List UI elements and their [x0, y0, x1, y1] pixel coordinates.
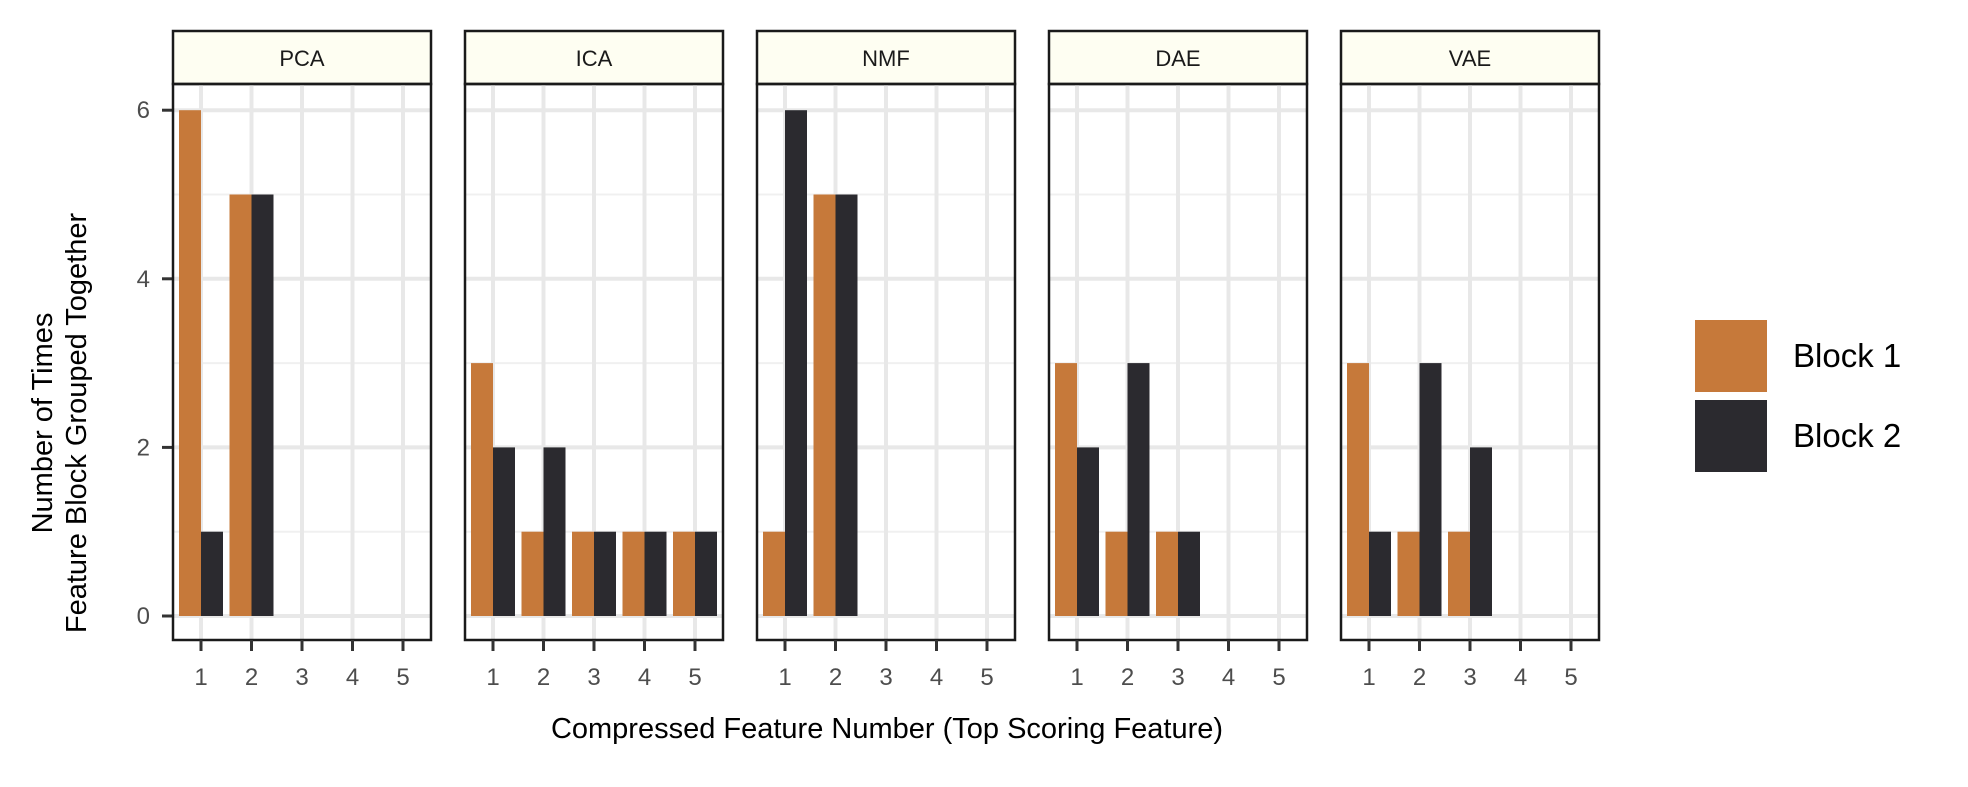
- x-tick-label-3: 3: [1463, 664, 1476, 691]
- bar-nmf-block1-1: [763, 531, 785, 616]
- facet-pca: PCA 1 2 3 4 5: [171, 29, 433, 691]
- x-tick-label-2: 2: [537, 664, 550, 691]
- bars: [1055, 363, 1200, 616]
- x-tick-label-1: 1: [1362, 664, 1375, 691]
- bars: [471, 363, 717, 616]
- x-tick-label-2: 2: [245, 664, 258, 691]
- x-tick-label-1: 1: [1070, 664, 1083, 691]
- facet-nmf: NMF 1 2 3 4 5: [755, 29, 1017, 691]
- x-tick-label-1: 1: [194, 664, 207, 691]
- x-tick-label-3: 3: [1171, 664, 1184, 691]
- x-tick-label-3: 3: [587, 664, 600, 691]
- legend-swatch-block1: [1695, 320, 1767, 392]
- x-tick-label-4: 4: [1222, 664, 1235, 691]
- bar-vae-block1-3: [1448, 531, 1470, 616]
- bar-vae-block1-1: [1347, 363, 1369, 616]
- bar-nmf-block1-2: [813, 194, 836, 616]
- x-tick-label-1: 1: [486, 664, 499, 691]
- facet-strip: [1339, 29, 1601, 86]
- legend-swatch-block2: [1695, 400, 1767, 472]
- bar-pca-block1-2: [229, 194, 252, 616]
- x-tick-label-5: 5: [1272, 664, 1285, 691]
- x-tick-label-4: 4: [638, 664, 651, 691]
- facet-title: VAE: [1449, 46, 1491, 71]
- facet-title: NMF: [862, 46, 910, 71]
- grid-lines: [173, 84, 431, 640]
- bar-dae-block2-1: [1077, 447, 1099, 616]
- bar-ica-block1-3: [572, 531, 594, 616]
- legend: Block 1 Block 2: [1695, 320, 1901, 472]
- facet-title: PCA: [279, 46, 325, 71]
- facet-vae: VAE 1 2 3 4 5: [1339, 29, 1601, 691]
- bar-ica-block2-5: [695, 531, 717, 616]
- y-tick-label-2: 2: [137, 434, 150, 461]
- x-tick-label-5: 5: [980, 664, 993, 691]
- y-tick-label-4: 4: [137, 266, 150, 293]
- bar-ica-block1-5: [673, 531, 695, 616]
- legend-label-block2: Block 2: [1793, 417, 1901, 454]
- bar-dae-block1-3: [1156, 531, 1178, 616]
- x-tick-label-4: 4: [346, 664, 359, 691]
- legend-label-block1: Block 1: [1793, 337, 1901, 374]
- bar-pca-block2-1: [201, 531, 223, 616]
- y-axis-title-group: Number of Times Feature Block Grouped To…: [27, 213, 93, 634]
- bar-dae-block1-1: [1055, 363, 1077, 616]
- bar-nmf-block2-2: [835, 194, 858, 616]
- bar-vae-block2-2: [1419, 363, 1442, 616]
- bar-vae-block2-3: [1470, 447, 1492, 616]
- facet-strip: [1047, 29, 1309, 86]
- bars: [763, 110, 858, 616]
- bar-vae-block2-1: [1369, 531, 1391, 616]
- bar-dae-block2-3: [1178, 531, 1200, 616]
- x-tick-label-2: 2: [1413, 664, 1426, 691]
- bar-vae-block1-2: [1397, 531, 1420, 616]
- bar-ica-block2-1: [493, 447, 515, 616]
- y-tick-label-6: 6: [137, 97, 150, 124]
- x-tick-label-2: 2: [829, 664, 842, 691]
- facet-strip: [171, 29, 433, 86]
- x-tick-label-5: 5: [688, 664, 701, 691]
- bars: [1347, 363, 1492, 616]
- bar-ica-block2-3: [594, 531, 616, 616]
- bar-pca-block2-2: [251, 194, 274, 616]
- y-axis-title-line-1: Number of Times: [27, 313, 59, 534]
- facet-title: DAE: [1155, 46, 1200, 71]
- x-tick-label-3: 3: [879, 664, 892, 691]
- facet-dae: DAE 1 2 3 4 5: [1047, 29, 1309, 691]
- bar-dae-block1-2: [1105, 531, 1128, 616]
- bar-ica-block1-1: [471, 363, 493, 616]
- x-tick-label-1: 1: [778, 664, 791, 691]
- bar-ica-block1-2: [521, 531, 544, 616]
- x-axis-title: Compressed Feature Number (Top Scoring F…: [551, 713, 1223, 745]
- y-axis-title-line-2: Feature Block Grouped Together: [61, 213, 93, 634]
- y-tick-label-0: 0: [137, 603, 150, 630]
- x-tick-label-2: 2: [1121, 664, 1134, 691]
- facet-panels: 0 2 4 6 PCA 1 2 3 4 5 ICA 1 2 3 4 5 NMF 1 2 3 4 5 DAE 1 2 3 4 5 VAE 1…: [137, 29, 1601, 691]
- bar-dae-block2-2: [1127, 363, 1150, 616]
- x-tick-label-5: 5: [1564, 664, 1577, 691]
- facet-ica: ICA 1 2 3 4 5: [463, 29, 725, 691]
- bar-nmf-block2-1: [785, 110, 807, 616]
- facet-title: ICA: [576, 46, 613, 71]
- x-tick-label-4: 4: [1514, 664, 1527, 691]
- bar-ica-block2-2: [543, 447, 566, 616]
- bar-ica-block2-4: [644, 531, 667, 616]
- x-tick-label-5: 5: [396, 664, 409, 691]
- bar-ica-block1-4: [622, 531, 645, 616]
- bar-pca-block1-1: [179, 110, 201, 616]
- x-tick-label-4: 4: [930, 664, 943, 691]
- facet-strip: [463, 29, 725, 86]
- bars: [179, 110, 274, 616]
- x-tick-label-3: 3: [295, 664, 308, 691]
